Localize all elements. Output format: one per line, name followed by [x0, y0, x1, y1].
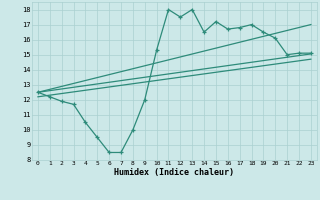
- X-axis label: Humidex (Indice chaleur): Humidex (Indice chaleur): [115, 168, 234, 177]
